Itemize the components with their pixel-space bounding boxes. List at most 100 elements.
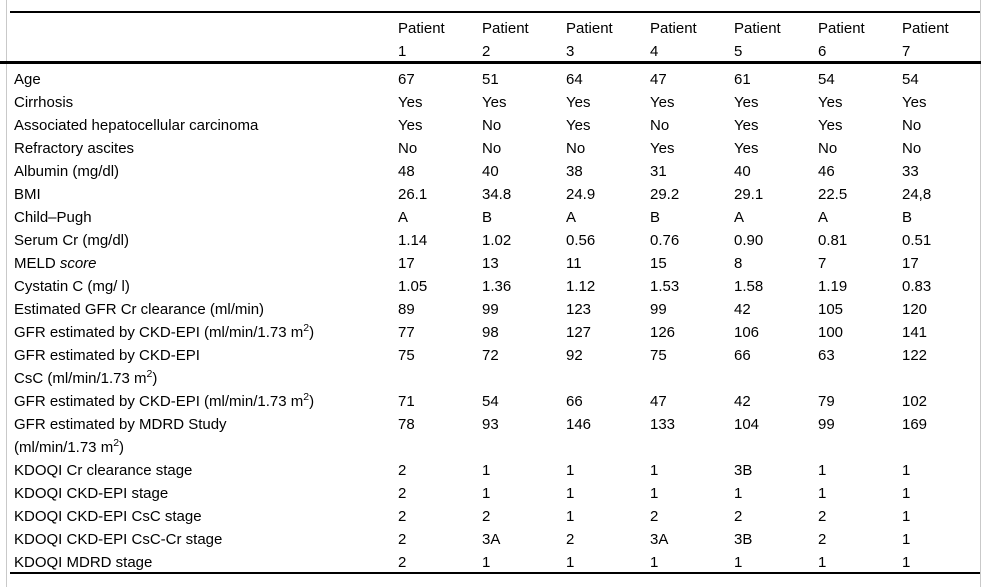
row-label: KDOQI CKD-EPI CsC-Cr stage [14, 531, 223, 548]
cell-patient-7: 33 [902, 163, 919, 180]
cell-patient-6: 1 [818, 462, 827, 479]
cell-patient-4: Yes [650, 94, 675, 111]
cell-patient-2: 98 [482, 324, 499, 341]
row-label-line2: (ml/min/1.73 m2) [14, 437, 125, 456]
cell-patient-3: 92 [566, 347, 583, 364]
cell-patient-1: A [398, 209, 409, 226]
cell-patient-5: 1.58 [734, 278, 764, 295]
cell-patient-5: 106 [734, 324, 760, 341]
column-header-patient-3: Patient 3 [560, 13, 644, 68]
table-row: KDOQI CKD-EPI CsC-Cr stage 2 3A 2 3A 3B 2 1 [10, 528, 980, 551]
cell-patient-7: 0.51 [902, 232, 932, 249]
cell-patient-7: No [902, 117, 922, 134]
page-edge-left [6, 0, 7, 587]
cell-patient-7: 120 [902, 301, 928, 318]
column-header-number: 5 [734, 43, 743, 60]
table-row: Albumin (mg/dl) 48 40 38 31 40 46 33 [10, 160, 980, 183]
cell-patient-5: Yes [734, 94, 759, 111]
row-label: Cirrhosis [14, 94, 74, 111]
cell-patient-6: 100 [818, 324, 844, 341]
cell-patient-7: 1 [902, 554, 911, 571]
cell-patient-6: 105 [818, 301, 844, 318]
row-label: KDOQI CKD-EPI stage [14, 485, 169, 502]
cell-patient-3: Yes [566, 117, 591, 134]
cell-patient-2: No [482, 140, 502, 157]
cell-patient-1: 2 [398, 531, 407, 548]
cell-patient-5: 40 [734, 163, 751, 180]
cell-patient-5: Yes [734, 117, 759, 134]
header-separator-rule [0, 61, 981, 64]
cell-patient-4: 3A [650, 531, 669, 548]
cell-patient-1: 2 [398, 554, 407, 571]
cell-patient-7: 169 [902, 416, 928, 433]
cell-patient-3: 11 [566, 255, 582, 272]
cell-patient-6: A [818, 209, 829, 226]
cell-patient-7: 1 [902, 462, 911, 479]
row-label: Estimated GFR Cr clearance (ml/min) [14, 301, 265, 318]
cell-patient-1: No [398, 140, 418, 157]
cell-patient-1: 78 [398, 416, 415, 433]
column-header-number: 4 [650, 43, 659, 60]
column-header-word: Patient [482, 20, 529, 37]
cell-patient-1: 71 [398, 393, 415, 410]
cell-patient-5: 0.90 [734, 232, 764, 249]
column-header-patient-2: Patient 2 [476, 13, 560, 68]
cell-patient-3: 0.56 [566, 232, 596, 249]
cell-patient-6: No [818, 140, 838, 157]
column-header-patient-4: Patient 4 [644, 13, 728, 68]
cell-patient-3: No [566, 140, 586, 157]
cell-patient-4: 1 [650, 462, 659, 479]
cell-patient-3: 1 [566, 462, 575, 479]
cell-patient-7: Yes [902, 94, 927, 111]
column-header-number: 1 [398, 43, 407, 60]
cell-patient-1: 77 [398, 324, 415, 341]
cell-patient-6: 46 [818, 163, 835, 180]
header-row: Patient 1 Patient 2 Patient 3 Patient 4 Patient 5… [10, 13, 980, 68]
cell-patient-1: Yes [398, 94, 423, 111]
cell-patient-1: 1.05 [398, 278, 428, 295]
cell-patient-2: 3A [482, 531, 501, 548]
cell-patient-7: 1 [902, 531, 911, 548]
cell-patient-4: 1 [650, 485, 659, 502]
row-label-italic: score [59, 255, 97, 272]
cell-patient-5: 61 [734, 71, 751, 88]
row-label: Serum Cr (mg/dl) [14, 232, 130, 249]
cell-patient-2: 54 [482, 393, 499, 410]
cell-patient-7: B [902, 209, 913, 226]
cell-patient-6: 1 [818, 554, 827, 571]
cell-patient-7: 1 [902, 508, 911, 525]
cell-patient-2: 51 [482, 71, 499, 88]
cell-patient-7: 0.83 [902, 278, 932, 295]
table-row: Age 67 51 64 47 61 54 54 [10, 68, 980, 91]
cell-patient-2: 1.02 [482, 232, 512, 249]
cell-patient-5: 104 [734, 416, 760, 433]
cell-patient-6: 63 [818, 347, 835, 364]
page-edge-right [980, 0, 981, 587]
table-row: Estimated GFR Cr clearance (ml/min) 89 99 1… [10, 298, 980, 321]
cell-patient-3: 1.12 [566, 278, 596, 295]
patients-table: Patient 1 Patient 2 Patient 3 Patient 4 Patient 5… [10, 13, 980, 574]
cell-patient-1: 1.14 [398, 232, 428, 249]
cell-patient-1: 75 [398, 347, 415, 364]
cell-patient-4: 15 [650, 255, 667, 272]
cell-patient-3: 64 [566, 71, 583, 88]
cell-patient-5: Yes [734, 140, 759, 157]
cell-patient-7: 141 [902, 324, 928, 341]
table-row: KDOQI MDRD stage 2 1 1 1 1 1 1 [10, 551, 980, 574]
table-row: GFR estimated by CKD-EPI (ml/min/1.73 m2… [10, 321, 980, 344]
cell-patient-6: 1 [818, 485, 827, 502]
cell-patient-2: 1 [482, 554, 491, 571]
cell-patient-1: Yes [398, 117, 423, 134]
cell-patient-5: 42 [734, 393, 751, 410]
cell-patient-6: 2 [818, 508, 827, 525]
cell-patient-3: 66 [566, 393, 583, 410]
row-label: Age [14, 71, 41, 88]
column-header-word: Patient [734, 20, 781, 37]
row-label: GFR estimated by CKD-EPI (ml/min/1.73 m2… [14, 322, 315, 341]
row-label: KDOQI Cr clearance stage [14, 462, 193, 479]
cell-patient-2: 2 [482, 508, 491, 525]
cell-patient-2: Yes [482, 94, 507, 111]
cell-patient-2: 40 [482, 163, 499, 180]
row-label: KDOQI CKD-EPI CsC stage [14, 508, 202, 525]
